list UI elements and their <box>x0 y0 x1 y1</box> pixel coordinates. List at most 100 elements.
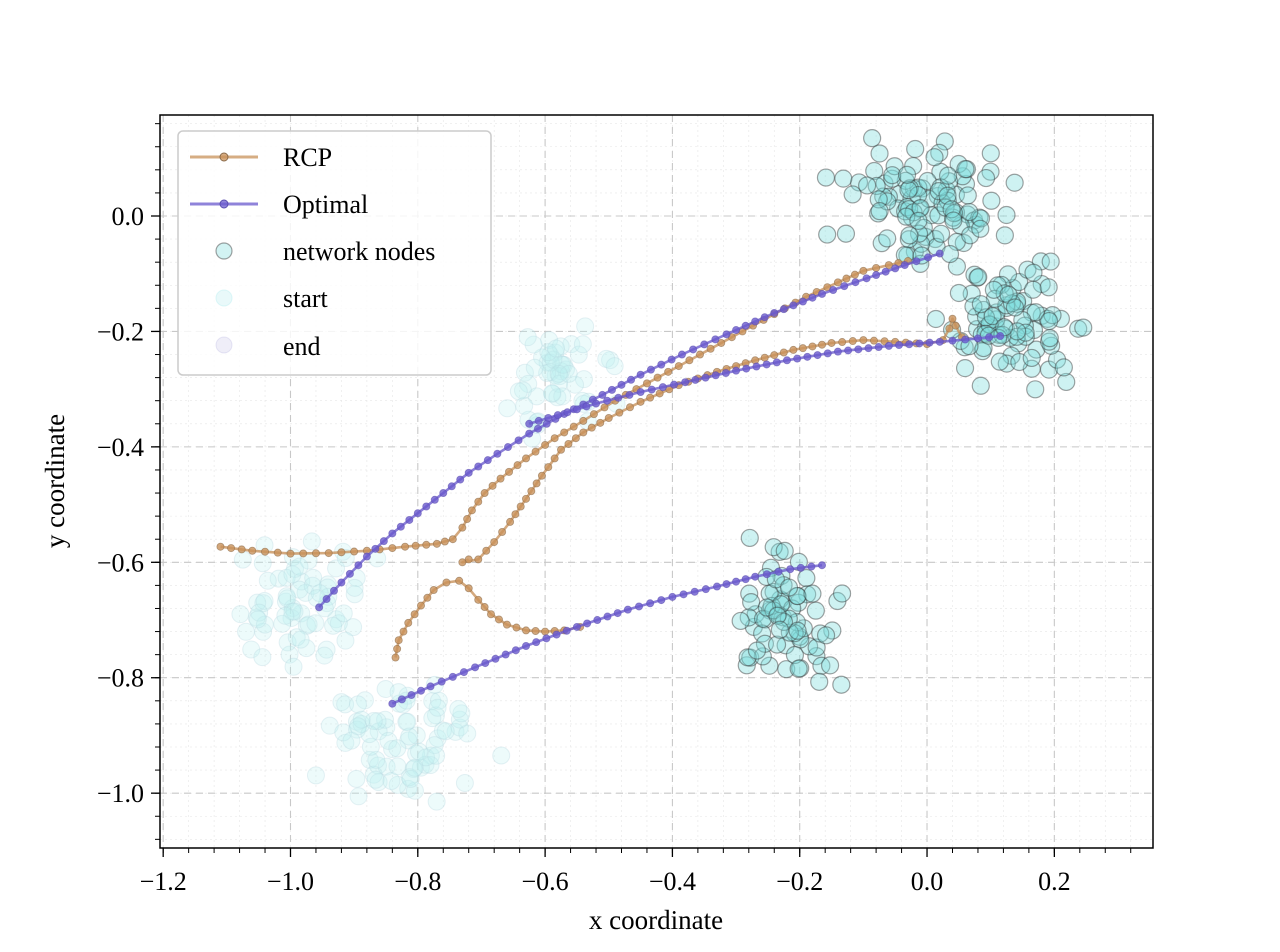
legend-rcp-label: RCP <box>283 143 332 172</box>
optimal-point <box>315 603 324 612</box>
optimal-point <box>493 449 502 458</box>
network-node <box>919 189 939 209</box>
rcp-point <box>506 517 515 526</box>
network-node <box>744 617 763 637</box>
start-node <box>306 614 325 633</box>
network-node <box>753 609 773 628</box>
network-node <box>910 199 929 218</box>
network-node <box>925 148 944 167</box>
network-node <box>1014 292 1033 311</box>
start-node <box>515 363 534 382</box>
optimal-point <box>915 339 924 348</box>
optimal-point <box>844 346 853 355</box>
network-node <box>998 265 1018 284</box>
network-node <box>771 590 790 609</box>
optimal-point <box>786 565 795 574</box>
optimal-point <box>840 282 849 291</box>
start-node <box>452 704 471 723</box>
optimal-point <box>345 569 354 578</box>
network-node <box>922 206 941 225</box>
start-node <box>428 729 447 748</box>
rcp-point <box>474 595 483 604</box>
start-node <box>304 568 323 587</box>
optimal-point <box>681 378 690 387</box>
optimal-point <box>789 301 798 310</box>
network-node <box>939 172 959 191</box>
start-node <box>368 756 387 775</box>
network-node <box>783 599 802 618</box>
start-node <box>364 711 383 730</box>
start-node <box>548 388 567 407</box>
x-tick-label: −0.2 <box>776 867 823 896</box>
start-node <box>407 726 426 745</box>
start-node <box>292 572 311 591</box>
network-node <box>951 216 970 235</box>
network-node <box>957 160 976 179</box>
optimal-point <box>522 641 531 650</box>
optimal-point <box>818 289 827 298</box>
network-node <box>997 354 1016 373</box>
start-node <box>450 718 469 737</box>
network-node <box>1024 320 1044 340</box>
optimal-point <box>935 249 944 258</box>
rcp-point <box>951 321 960 330</box>
rcp-point <box>596 418 605 427</box>
start-cluster-2 <box>306 675 511 811</box>
network-node <box>811 624 830 643</box>
rcp-point <box>458 523 467 532</box>
optimal-point <box>525 429 534 438</box>
start-node <box>605 357 624 376</box>
network-node <box>1022 303 1041 322</box>
network-node <box>1018 260 1037 279</box>
optimal-point <box>562 626 571 635</box>
start-node <box>446 722 465 741</box>
network-node <box>1009 334 1028 353</box>
x-tick-label: −1.0 <box>267 867 314 896</box>
network-node <box>933 194 952 213</box>
rcp-point <box>350 547 359 556</box>
optimal-point <box>397 695 406 704</box>
network-node <box>986 317 1005 336</box>
network-node <box>1026 380 1045 399</box>
start-node <box>409 742 428 761</box>
rcp-point <box>474 555 483 564</box>
rcp-point <box>404 618 413 627</box>
start-node <box>334 723 353 742</box>
network-node <box>807 647 826 666</box>
start-node <box>416 755 435 774</box>
optimal-point <box>891 264 900 273</box>
optimal-point <box>592 399 601 408</box>
rcp-point <box>324 549 333 558</box>
optimal-point <box>483 456 492 465</box>
optimal-point <box>422 502 431 511</box>
network-node <box>1005 173 1024 192</box>
rcp-point <box>842 274 851 283</box>
optimal-point <box>657 360 666 369</box>
network-node <box>1057 372 1076 392</box>
start-node <box>549 364 568 383</box>
optimal-point <box>563 408 572 417</box>
network-node <box>788 621 807 640</box>
optimal-point <box>614 393 623 402</box>
optimal-point <box>711 335 720 344</box>
rcp-point <box>513 461 522 470</box>
start-node <box>541 363 560 382</box>
start-node <box>559 364 578 383</box>
network-node <box>790 627 809 646</box>
optimal-point <box>503 443 512 452</box>
network-node <box>900 226 919 245</box>
optimal-point <box>762 360 771 369</box>
rcp-point <box>706 344 715 353</box>
network-node <box>883 169 902 188</box>
network-node <box>971 295 990 314</box>
network-node <box>940 244 960 264</box>
network-node <box>755 634 775 653</box>
rcp-point <box>311 549 320 558</box>
rcp-point <box>216 542 225 551</box>
start-node <box>348 695 367 714</box>
rcp-point <box>544 463 553 472</box>
start-node <box>347 712 366 731</box>
optimal-point <box>617 380 626 389</box>
rcp-point <box>625 403 634 412</box>
